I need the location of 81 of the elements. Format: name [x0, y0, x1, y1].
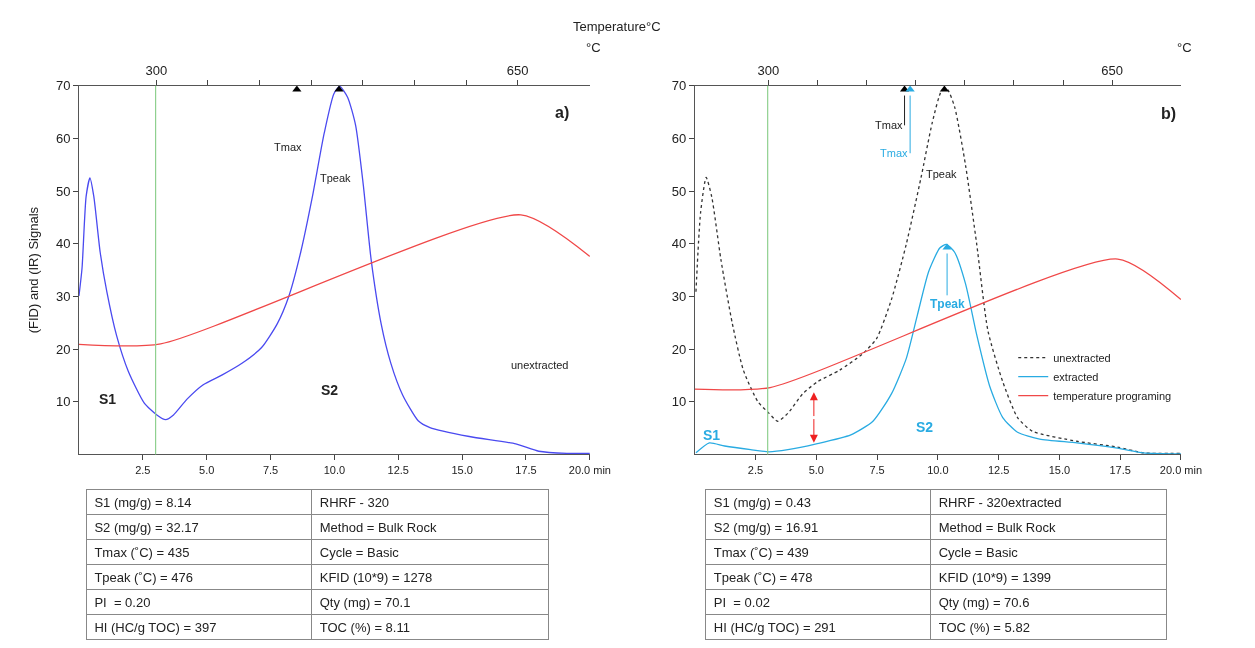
x-tick-label: 2.5 — [747, 463, 764, 476]
x2-tick-label: 650 — [1101, 62, 1124, 78]
text: Tmax (˚C) = 435 — [94, 545, 190, 561]
text: S2 (mg/g) = 32.17 — [94, 520, 199, 536]
annotation: Tmax — [274, 141, 302, 153]
annotation: S2 — [321, 382, 339, 398]
y-tick-label: 70 — [671, 78, 687, 94]
annotation: Tpeak — [930, 297, 966, 311]
annotation: b) — [1161, 105, 1177, 122]
text: Qty (mg) = 70.1 — [319, 595, 411, 611]
y-tick-label: 60 — [55, 131, 71, 147]
text: S2 (mg/g) = 16.91 — [713, 520, 819, 536]
text: HI (HC/g TOC) = 397 — [94, 620, 217, 636]
annotation: S2 — [916, 419, 934, 435]
annotation: Tmax — [875, 119, 903, 131]
x-tick-label: 10.0 — [323, 463, 346, 476]
y-tick-label: 30 — [671, 289, 687, 304]
text: KFID (10*9) = 1399 — [938, 570, 1052, 586]
text: Qty (mg) = 70.6 — [938, 595, 1030, 611]
legend-label: extracted — [1053, 370, 1099, 383]
x-tick-label: 7.5 — [869, 463, 885, 476]
line-series — [78, 214, 590, 347]
text: Cycle = Basic — [319, 545, 400, 561]
x-tick-label: 5.0 — [199, 463, 215, 476]
annotation: S1 — [703, 427, 721, 443]
y-tick-label: 10 — [671, 394, 687, 410]
text: Tmax (˚C) = 439 — [713, 545, 809, 561]
y-tick-label: 50 — [55, 183, 71, 199]
x-tick-label: 5.0 — [808, 463, 824, 476]
x-tick-label: 12.5 — [987, 463, 1010, 476]
text: Cycle = Basic — [938, 545, 1019, 561]
x2-tick-label: 650 — [506, 62, 529, 78]
annotation: a) — [555, 104, 570, 121]
legend-label: temperature programing — [1053, 389, 1172, 402]
annotation: S1 — [99, 391, 117, 407]
text: S1 (mg/g) = 8.14 — [94, 495, 192, 511]
x-tick-label: 12.5 — [387, 463, 409, 476]
line-series — [78, 85, 590, 455]
text: Tpeak (˚C) = 478 — [713, 570, 813, 586]
text: RHRF - 320 — [319, 495, 390, 511]
text: TOC (%) = 8.11 — [319, 620, 410, 636]
text: S1 (mg/g) = 0.43 — [713, 495, 812, 511]
x-tick-label: 10.0 — [927, 463, 949, 476]
x-tick-label: 20.0 min — [568, 463, 611, 476]
x-tick-label: 15.0 — [451, 463, 473, 476]
x-tick-label: 17.5 — [515, 463, 537, 476]
annotation: Tmax — [880, 147, 908, 159]
text: Tpeak (˚C) = 476 — [94, 570, 194, 586]
text: PI = 0.02 — [713, 595, 770, 611]
y-tick-label: 50 — [671, 183, 687, 199]
text: RHRF - 320extracted — [938, 495, 1062, 511]
x-tick-label: 15.0 — [1048, 463, 1071, 476]
text: PI = 0.20 — [94, 595, 151, 611]
text: KFID (10*9) = 1278 — [319, 570, 433, 586]
y-tick-label: 60 — [671, 131, 687, 147]
line-series — [694, 258, 1181, 391]
x-tick-label: 20.0 min — [1159, 463, 1203, 476]
annotation: Tpeak — [926, 168, 958, 180]
text: TOC (%) = 5.82 — [938, 620, 1030, 636]
x-tick-label: 2.5 — [135, 463, 151, 476]
annotation: Tpeak — [320, 172, 352, 184]
text: Temperature°C — [573, 19, 661, 34]
annotation: unextracted — [511, 359, 569, 371]
text: Method = Bulk Rock — [319, 520, 437, 536]
x2-tick-label: 300 — [145, 62, 168, 78]
text: HI (HC/g TOC) = 291 — [713, 620, 836, 636]
x2-axis-title: °C — [1177, 40, 1192, 55]
y-tick-label: 20 — [671, 341, 687, 357]
y-tick-label: 10 — [55, 394, 71, 410]
y-tick-label: 30 — [55, 289, 71, 304]
legend-label: unextracted — [1053, 351, 1111, 364]
y-tick-label: 40 — [55, 236, 71, 252]
y-tick-label: 20 — [55, 341, 71, 357]
y-axis-title: (FID) and (IR) Signals — [25, 206, 41, 334]
x-tick-label: 17.5 — [1109, 463, 1131, 476]
text: Method = Bulk Rock — [938, 520, 1056, 536]
y-tick-label: 70 — [55, 78, 71, 94]
y-tick-label: 40 — [671, 236, 687, 252]
x-tick-label: 7.5 — [262, 463, 279, 476]
x2-axis-title: °C — [586, 40, 601, 55]
x2-tick-label: 300 — [757, 62, 780, 78]
